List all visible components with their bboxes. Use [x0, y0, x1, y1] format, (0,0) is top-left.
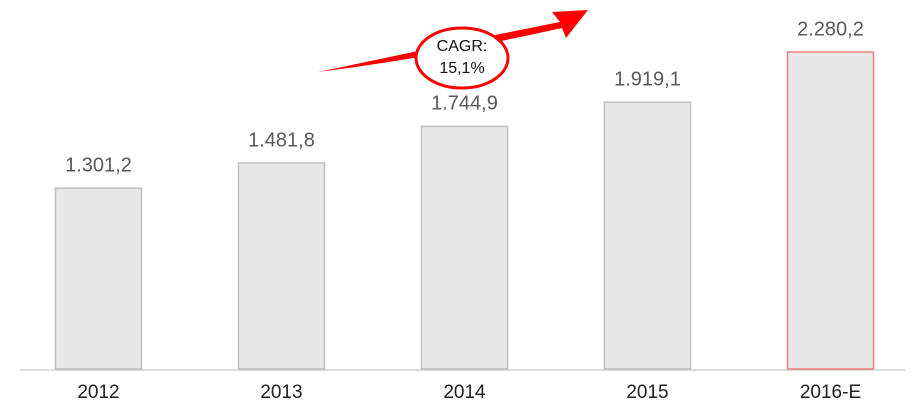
x-tick-label: 2012 [77, 382, 119, 403]
value-label: 1.919,1 [614, 68, 681, 90]
x-tick-label: 2014 [443, 382, 486, 403]
annotation-line: CAGR: [437, 38, 488, 55]
value-label: 2.280,2 [797, 18, 864, 40]
cagr-annotation: CAGR: 15,1% [318, 10, 588, 90]
bar [237, 162, 326, 370]
annotation-ellipse [414, 26, 510, 90]
x-tick-label: 2015 [626, 382, 668, 403]
value-label: 1.481,8 [248, 129, 315, 151]
value-label: 1.744,9 [431, 93, 498, 115]
bar [420, 125, 509, 370]
x-tick-label: 2013 [260, 382, 302, 403]
value-label: 1.301,2 [65, 154, 132, 176]
bar [786, 51, 875, 370]
bar [603, 101, 692, 370]
annotation-line: 15,1% [439, 60, 484, 77]
x-tick-label: 2016-E [800, 382, 861, 403]
bar [54, 187, 143, 370]
arrow [318, 10, 588, 72]
